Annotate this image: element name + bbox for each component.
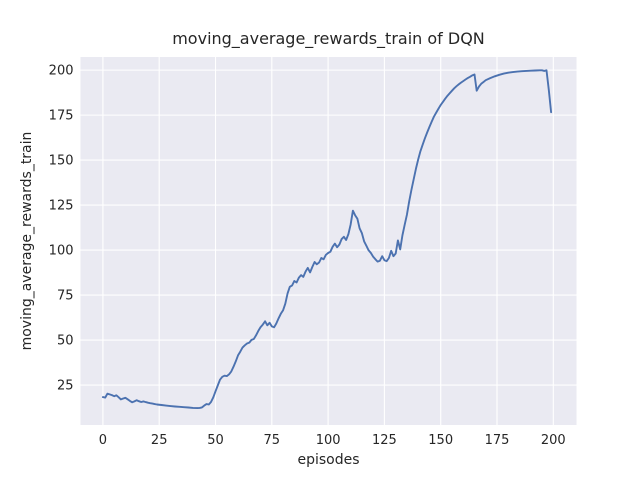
y-tick-label: 175 — [49, 109, 74, 124]
y-tick-label: 150 — [49, 154, 74, 169]
chart-title: moving_average_rewards_train of DQN — [172, 29, 485, 48]
x-tick-label: 175 — [485, 433, 510, 448]
x-tick-label: 50 — [207, 433, 224, 448]
x-axis-label: episodes — [297, 452, 360, 468]
x-tick-label: 25 — [151, 433, 168, 448]
reward-line — [101, 69, 553, 410]
y-tick-label: 75 — [57, 289, 74, 304]
y-tick-label: 50 — [57, 334, 74, 349]
y-tick-label: 100 — [49, 244, 74, 259]
y-tick-label: 25 — [57, 379, 74, 394]
x-tick-label: 0 — [99, 433, 107, 448]
x-tick-label: 75 — [264, 433, 281, 448]
y-tick-label: 125 — [49, 199, 74, 214]
x-tick-label: 100 — [316, 433, 341, 448]
x-tick-label: 150 — [428, 433, 453, 448]
x-tick-label: 125 — [372, 433, 397, 448]
y-tick-label: 200 — [49, 64, 74, 79]
y-axis-label-text: moving_average_rewards_train — [19, 131, 35, 351]
x-tick-label: 200 — [541, 433, 566, 448]
